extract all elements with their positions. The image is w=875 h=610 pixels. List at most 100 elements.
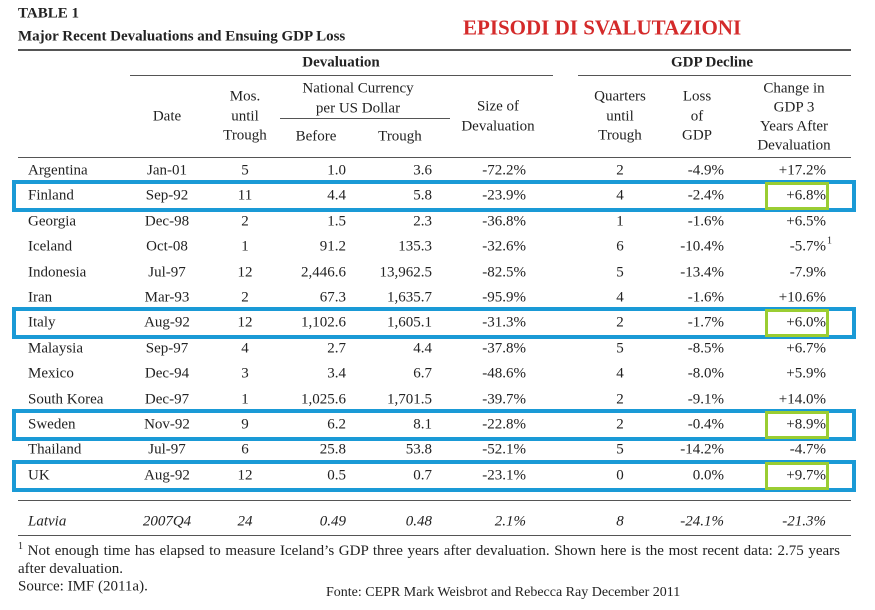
cell: 12 — [237, 467, 253, 484]
column-header: Devaluation — [461, 118, 535, 134]
cell: -23.1% — [482, 467, 526, 484]
row-label: Sweden — [28, 416, 76, 433]
cell: Jul-97 — [148, 264, 186, 281]
footnote-mark: 1 — [18, 541, 23, 552]
cell: Jul-97 — [148, 441, 186, 458]
row-label: South Korea — [28, 391, 104, 408]
cell: +14.0% — [778, 391, 826, 408]
credit: Fonte: CEPR Mark Weisbrot and Rebecca Ra… — [326, 585, 681, 600]
cell: -32.6% — [482, 238, 526, 255]
cell: +8.9% — [786, 416, 826, 433]
cell: Dec-94 — [144, 365, 190, 382]
cell: +17.2% — [778, 162, 826, 179]
cell: -14.2% — [680, 441, 724, 458]
cell: Sep-92 — [145, 187, 189, 204]
cell: 6.7 — [413, 365, 432, 382]
column-header: of — [690, 108, 704, 124]
group-header: GDP Decline — [670, 54, 754, 71]
cell: 135.3 — [398, 238, 432, 255]
column-header: GDP 3 — [773, 99, 815, 116]
overlay-title: EPISODI DI SVALUTAZIONI — [463, 15, 742, 40]
column-header: Change in — [763, 80, 825, 97]
row-label: Iceland — [28, 238, 73, 255]
cell: +6.5% — [786, 213, 826, 230]
column-header: Before — [295, 128, 337, 145]
cell: 91.2 — [319, 238, 346, 255]
cell: 2007Q4 — [142, 513, 192, 530]
column-header: Trough — [223, 127, 267, 144]
cell: -1.7% — [687, 314, 724, 331]
cell: Sep-97 — [145, 340, 189, 357]
cell: 25.8 — [319, 441, 346, 458]
cell: -48.6% — [482, 365, 526, 382]
cell: 24 — [237, 513, 253, 530]
cell: -82.5% — [482, 264, 526, 281]
table-title: Major Recent Devaluations and Ensuing GD… — [18, 28, 346, 45]
cell: 1 — [241, 391, 249, 408]
cell: 3.4 — [327, 365, 346, 382]
row-label: Iran — [28, 289, 53, 306]
cell: 4 — [616, 289, 624, 306]
rule — [280, 118, 450, 119]
cell: -4.7% — [789, 441, 826, 458]
cell: -1.6% — [687, 213, 724, 230]
cell: 1,605.1 — [387, 314, 432, 331]
cell: +6.8% — [786, 187, 826, 204]
cell: 4 — [616, 187, 624, 204]
cell: -1.6% — [687, 289, 724, 306]
highlight-box — [12, 409, 856, 441]
cell: 2 — [241, 213, 249, 230]
source: Source: IMF (2011a). — [18, 578, 148, 595]
column-header: Years After — [759, 118, 829, 135]
cell: -2.4% — [687, 187, 724, 204]
cell: Dec-98 — [144, 213, 190, 230]
cell: 67.3 — [319, 289, 346, 306]
cell: 8 — [616, 513, 624, 530]
cell: 5.8 — [413, 187, 432, 204]
cell: 5 — [616, 340, 624, 357]
rule — [18, 157, 851, 158]
column-header: Devaluation — [757, 137, 831, 154]
cell: -4.9% — [687, 162, 724, 179]
table-label: TABLE 1 — [18, 5, 79, 22]
footnote-ref: 1 — [827, 235, 832, 247]
cell: 5 — [616, 264, 624, 281]
cell: 3.6 — [413, 162, 432, 179]
row-label: Finland — [28, 187, 74, 204]
highlight-box — [765, 182, 829, 211]
cell: Jan-01 — [147, 162, 187, 179]
cell: 4 — [616, 365, 624, 382]
row-label: Thailand — [28, 441, 82, 458]
cell: 53.8 — [405, 441, 432, 458]
cell: 0.48 — [405, 513, 432, 530]
cell: -24.1% — [680, 513, 724, 530]
row-label: Malaysia — [28, 340, 83, 357]
cell: 5 — [616, 441, 624, 458]
cell: Aug-92 — [144, 467, 190, 484]
column-header: until — [606, 108, 634, 124]
row-label: Georgia — [28, 213, 77, 230]
column-header: Size of — [476, 98, 520, 115]
row-label: Indonesia — [28, 264, 87, 281]
cell: +6.0% — [786, 314, 826, 331]
column-header: Mos. — [229, 88, 261, 105]
cell: -8.5% — [687, 340, 724, 357]
cell: 12 — [237, 264, 253, 281]
cell: 2,446.6 — [301, 264, 346, 281]
cell: 1,102.6 — [301, 314, 346, 331]
cell: -39.7% — [482, 391, 526, 408]
cell: 1.5 — [327, 213, 346, 230]
column-header: Loss — [682, 88, 712, 105]
highlight-box — [12, 307, 856, 340]
cell: -72.2% — [482, 162, 526, 179]
cell: -13.4% — [680, 264, 724, 281]
cell: 6 — [241, 441, 249, 458]
cell: 1 — [241, 238, 249, 255]
cell: -52.1% — [482, 441, 526, 458]
row-label: Latvia — [28, 513, 67, 530]
cell: 2 — [616, 162, 624, 179]
cell: Dec-97 — [144, 391, 190, 408]
cell: -9.1% — [687, 391, 724, 408]
cell: 12 — [237, 314, 253, 331]
